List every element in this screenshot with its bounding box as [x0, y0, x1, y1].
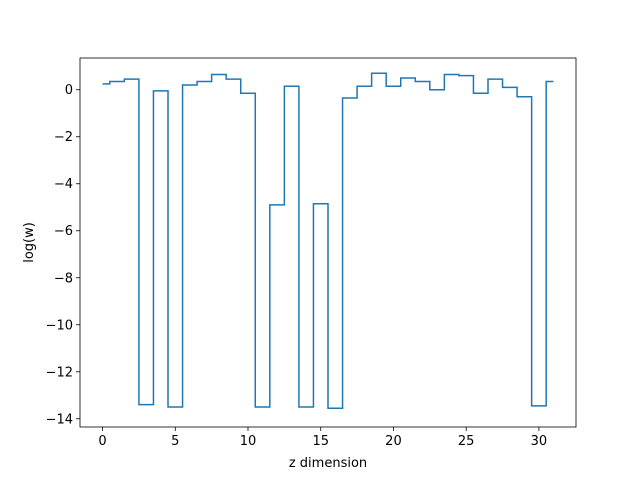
axes-frame [79, 57, 577, 428]
y-tick-label: −2 [54, 130, 73, 145]
x-tick-label: 25 [458, 434, 475, 449]
y-tick-label: −10 [46, 318, 73, 333]
y-tick-label: −12 [46, 365, 73, 380]
x-tick-label: 20 [385, 434, 402, 449]
y-axis-label: log(w) [22, 222, 37, 263]
y-tick-label: 0 [65, 83, 73, 98]
y-tick-label: −4 [54, 177, 73, 192]
plot-area [102, 72, 554, 409]
x-tick-label: 10 [240, 434, 257, 449]
x-tick-label: 30 [531, 434, 548, 449]
x-tick-label: 0 [98, 434, 106, 449]
x-axis-label: z dimension [289, 456, 367, 471]
x-tick-label: 15 [312, 434, 329, 449]
y-tick-label: −6 [54, 224, 73, 239]
series-line [102, 72, 554, 409]
y-tick-label: −8 [54, 271, 73, 286]
y-tick-label: −14 [46, 412, 73, 427]
axis-ticks: 0 5 10 15 20 25 30 −14 −12 −10 −8 −6 −4 −2 0 [46, 83, 548, 449]
x-tick-label: 5 [171, 434, 179, 449]
